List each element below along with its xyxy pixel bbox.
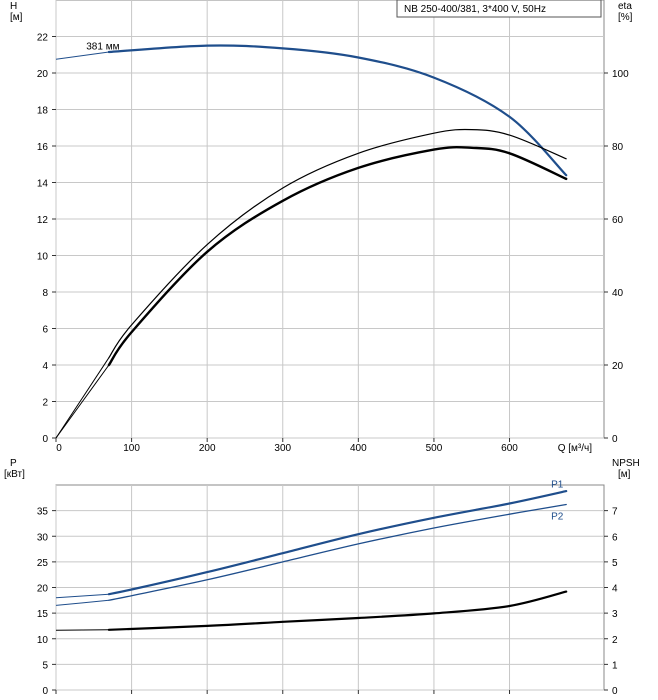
head-efficiency-panel: 0 100 200 300 400 500 600 0 2 4 6 8 10 12 14 16 18 20 22 0 2… (10, 0, 633, 454)
p-label-line1: P (10, 458, 17, 469)
x-tick-label: 0 (56, 443, 62, 454)
y-left-tick-label: 16 (37, 142, 49, 153)
npsh-label-line2: [м] (618, 469, 631, 480)
y-left-tick-label: 4 (42, 361, 48, 372)
y-right-tick-label: 100 (612, 69, 629, 80)
y-right-tick-label: 60 (612, 215, 624, 226)
power-panel-ticks: 0 5 10 15 20 25 30 35 0 1 2 3 4 5 6 7 (37, 507, 618, 697)
y-right-tick-label: 3 (612, 609, 618, 620)
eta2-curve-extrapolated (55, 364, 110, 439)
p1-curve (107, 490, 568, 596)
p2-series-label: P2 (551, 511, 564, 522)
x-tick-label: 200 (199, 443, 216, 454)
chart-title: NB 250-400/381, 3*400 V, 50Hz (404, 4, 546, 15)
p2-curve-extrapolated (55, 599, 109, 606)
y-right-tick-label: 1 (612, 660, 618, 671)
y-right-tick-label: 80 (612, 142, 624, 153)
x-tick-label: 500 (426, 443, 443, 454)
y-right-tick-label: 7 (612, 507, 618, 518)
y-right-tick-label: 0 (612, 686, 618, 697)
y-left-tick-label: 5 (42, 660, 48, 671)
x-tick-label: 300 (274, 443, 291, 454)
p1-curve-extrapolated (55, 593, 109, 599)
y-left-tick-label: 6 (42, 325, 48, 336)
y-left-tick-label: 18 (37, 106, 49, 117)
y-left-tick-label: 2 (42, 398, 48, 409)
y-left-tick-label: 15 (37, 609, 49, 620)
y-right-tick-label: 6 (612, 532, 618, 543)
head-curve-extrapolated (55, 51, 109, 60)
p2-curve (108, 503, 567, 601)
y-left-tick-label: 8 (42, 288, 48, 299)
eta2-curve (107, 146, 568, 367)
npsh-curve (107, 590, 568, 631)
y-left-tick-label: 0 (42, 434, 48, 445)
npsh-curve-extrapolated (55, 629, 109, 631)
y-left-tick-label: 20 (37, 584, 49, 595)
p1-series-label: P1 (551, 480, 564, 491)
y-right-tick-label: 2 (612, 635, 618, 646)
head-curve (107, 44, 568, 177)
head-panel-ticks: 0 100 200 300 400 500 600 0 2 4 6 8 10 12 14 16 18 20 22 0 2… (37, 33, 629, 455)
eta1-curve (108, 128, 567, 359)
y-left-tick-label: 12 (37, 215, 49, 226)
y-left-tick-label: 25 (37, 558, 49, 569)
impeller-diameter-label: 381 мм (86, 41, 119, 52)
y-right-tick-label: 5 (612, 558, 618, 569)
y-left-tick-label: 10 (37, 635, 49, 646)
head-panel-grid (55, 0, 604, 439)
title-box (396, 0, 602, 18)
npsh-label-line1: NPSH (612, 458, 640, 469)
y-left-tick-label: 22 (37, 33, 49, 44)
y-left-label-line2: [м] (10, 12, 23, 23)
y-left-tick-label: 10 (37, 252, 49, 263)
y-right-tick-label: 0 (612, 434, 618, 445)
y-left-tick-label: 14 (37, 179, 49, 190)
head-panel-curves (55, 44, 568, 439)
y-right-tick-label: 40 (612, 288, 624, 299)
x-tick-label: 600 (501, 443, 518, 454)
y-right-tick-label: 20 (612, 361, 624, 372)
p-label-line2: [кВт] (4, 469, 25, 480)
y-left-tick-label: 0 (42, 686, 48, 697)
y-left-tick-label: 30 (37, 532, 49, 543)
y-right-label-line1: eta (618, 1, 632, 12)
x-axis-label: Q [м³/ч] (558, 443, 593, 454)
y-left-tick-label: 20 (37, 69, 49, 80)
power-panel-curves (55, 490, 568, 631)
y-left-label-line1: H (10, 1, 17, 12)
eta1-curve-extrapolated (55, 357, 110, 439)
y-right-tick-label: 4 (612, 584, 618, 595)
x-tick-label: 100 (123, 443, 140, 454)
y-left-tick-label: 35 (37, 507, 49, 518)
y-right-label-line2: [%] (618, 12, 633, 23)
x-tick-label: 400 (350, 443, 367, 454)
